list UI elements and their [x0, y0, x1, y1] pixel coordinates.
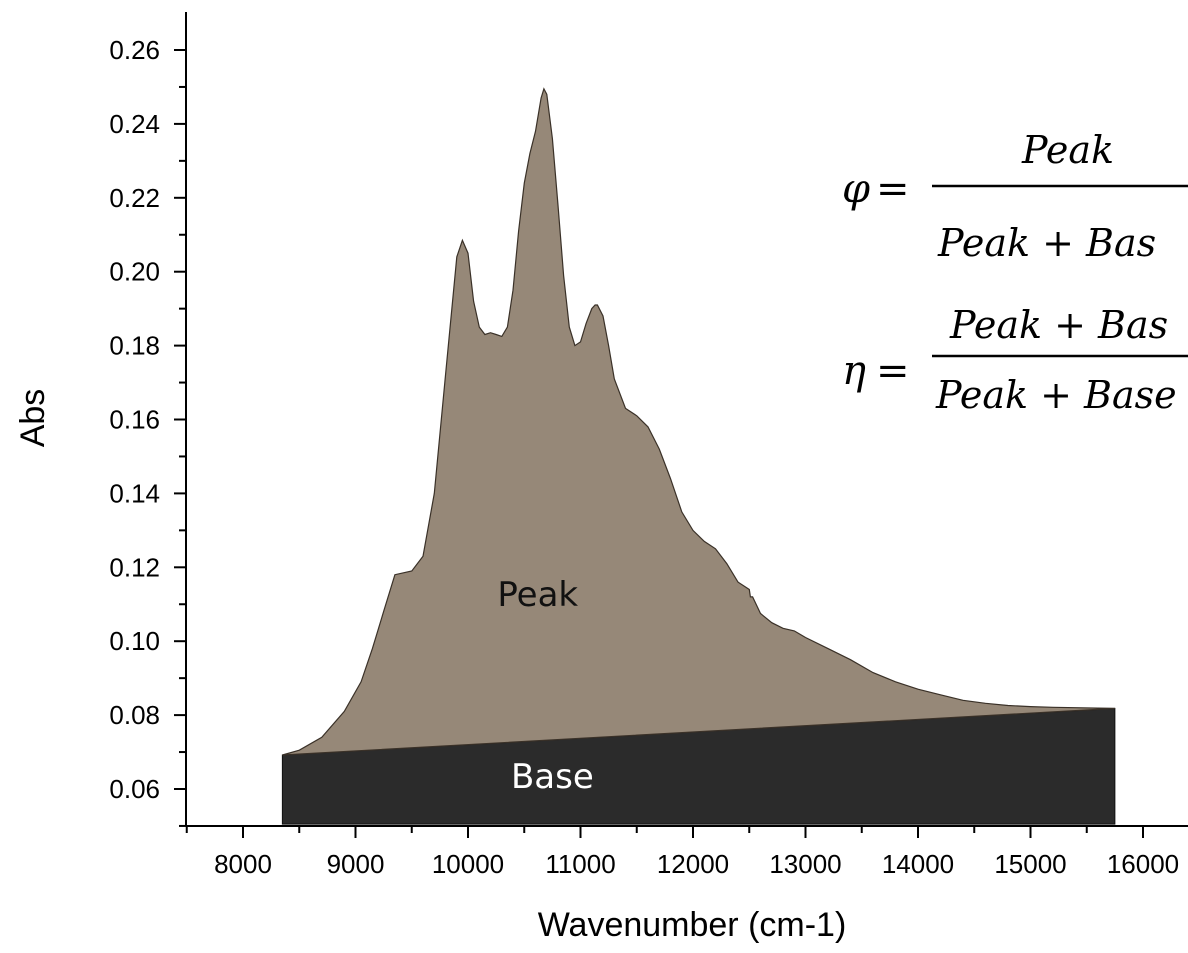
equations: φ = Peak Peak + Bas η = Peak + Bas Peak … — [842, 128, 1188, 417]
y-tick-label: 0.20 — [109, 257, 160, 287]
x-tick-label: 14000 — [882, 849, 954, 879]
y-ticks: 0.06 0.08 0.10 0.12 0.14 0.16 0.18 0.20 0.22 0.24… — [109, 35, 186, 827]
x-tick-label: 9000 — [327, 849, 385, 879]
x-tick-label: 11000 — [545, 849, 615, 879]
x-tick-label: 16000 — [1107, 849, 1179, 879]
x-tick-label: 15000 — [994, 849, 1066, 879]
svg-text:=: = — [876, 348, 910, 394]
y-tick-label: 0.12 — [109, 552, 160, 582]
svg-text:φ: φ — [842, 166, 870, 212]
y-tick-label: 0.14 — [109, 478, 160, 508]
x-ticks: 8000 9000 10000 11000 12000 13000 14000 15000 16… — [185, 826, 1179, 879]
y-tick-label: 0.06 — [109, 774, 160, 804]
peak-area — [282, 87, 1115, 756]
y-tick-label: 0.18 — [109, 331, 160, 361]
y-tick-label: 0.10 — [109, 626, 160, 656]
x-tick-label: 12000 — [657, 849, 729, 879]
x-tick-label: 8000 — [214, 849, 272, 879]
phi-equation: φ = Peak Peak + Bas — [842, 128, 1188, 265]
x-tick-label: 10000 — [432, 849, 504, 879]
x-axis-title: Wavenumber (cm-1) — [538, 906, 847, 944]
svg-text:Peak: Peak — [1021, 128, 1114, 172]
eta-equation: η = Peak + Bas Peak + Base — [842, 303, 1188, 417]
svg-text:Peak + Base: Peak + Base — [935, 373, 1177, 417]
peak-region-label: Peak — [497, 575, 578, 615]
y-axis-title: Abs — [14, 389, 52, 448]
svg-text:=: = — [876, 166, 910, 212]
svg-text:Peak + Bas: Peak + Bas — [937, 221, 1156, 265]
y-tick-label: 0.26 — [109, 35, 160, 65]
y-tick-label: 0.16 — [109, 405, 160, 435]
y-tick-label: 0.22 — [109, 183, 160, 213]
y-tick-label: 0.24 — [109, 109, 160, 139]
base-region-label: Base — [511, 757, 594, 797]
svg-text:η: η — [842, 348, 866, 394]
svg-text:Peak + Bas: Peak + Bas — [949, 303, 1168, 347]
axes: 8000 9000 10000 11000 12000 13000 14000 15000 16… — [109, 12, 1188, 879]
y-tick-label: 0.08 — [109, 700, 160, 730]
x-tick-label: 13000 — [769, 849, 841, 879]
plot-area — [281, 87, 1116, 825]
